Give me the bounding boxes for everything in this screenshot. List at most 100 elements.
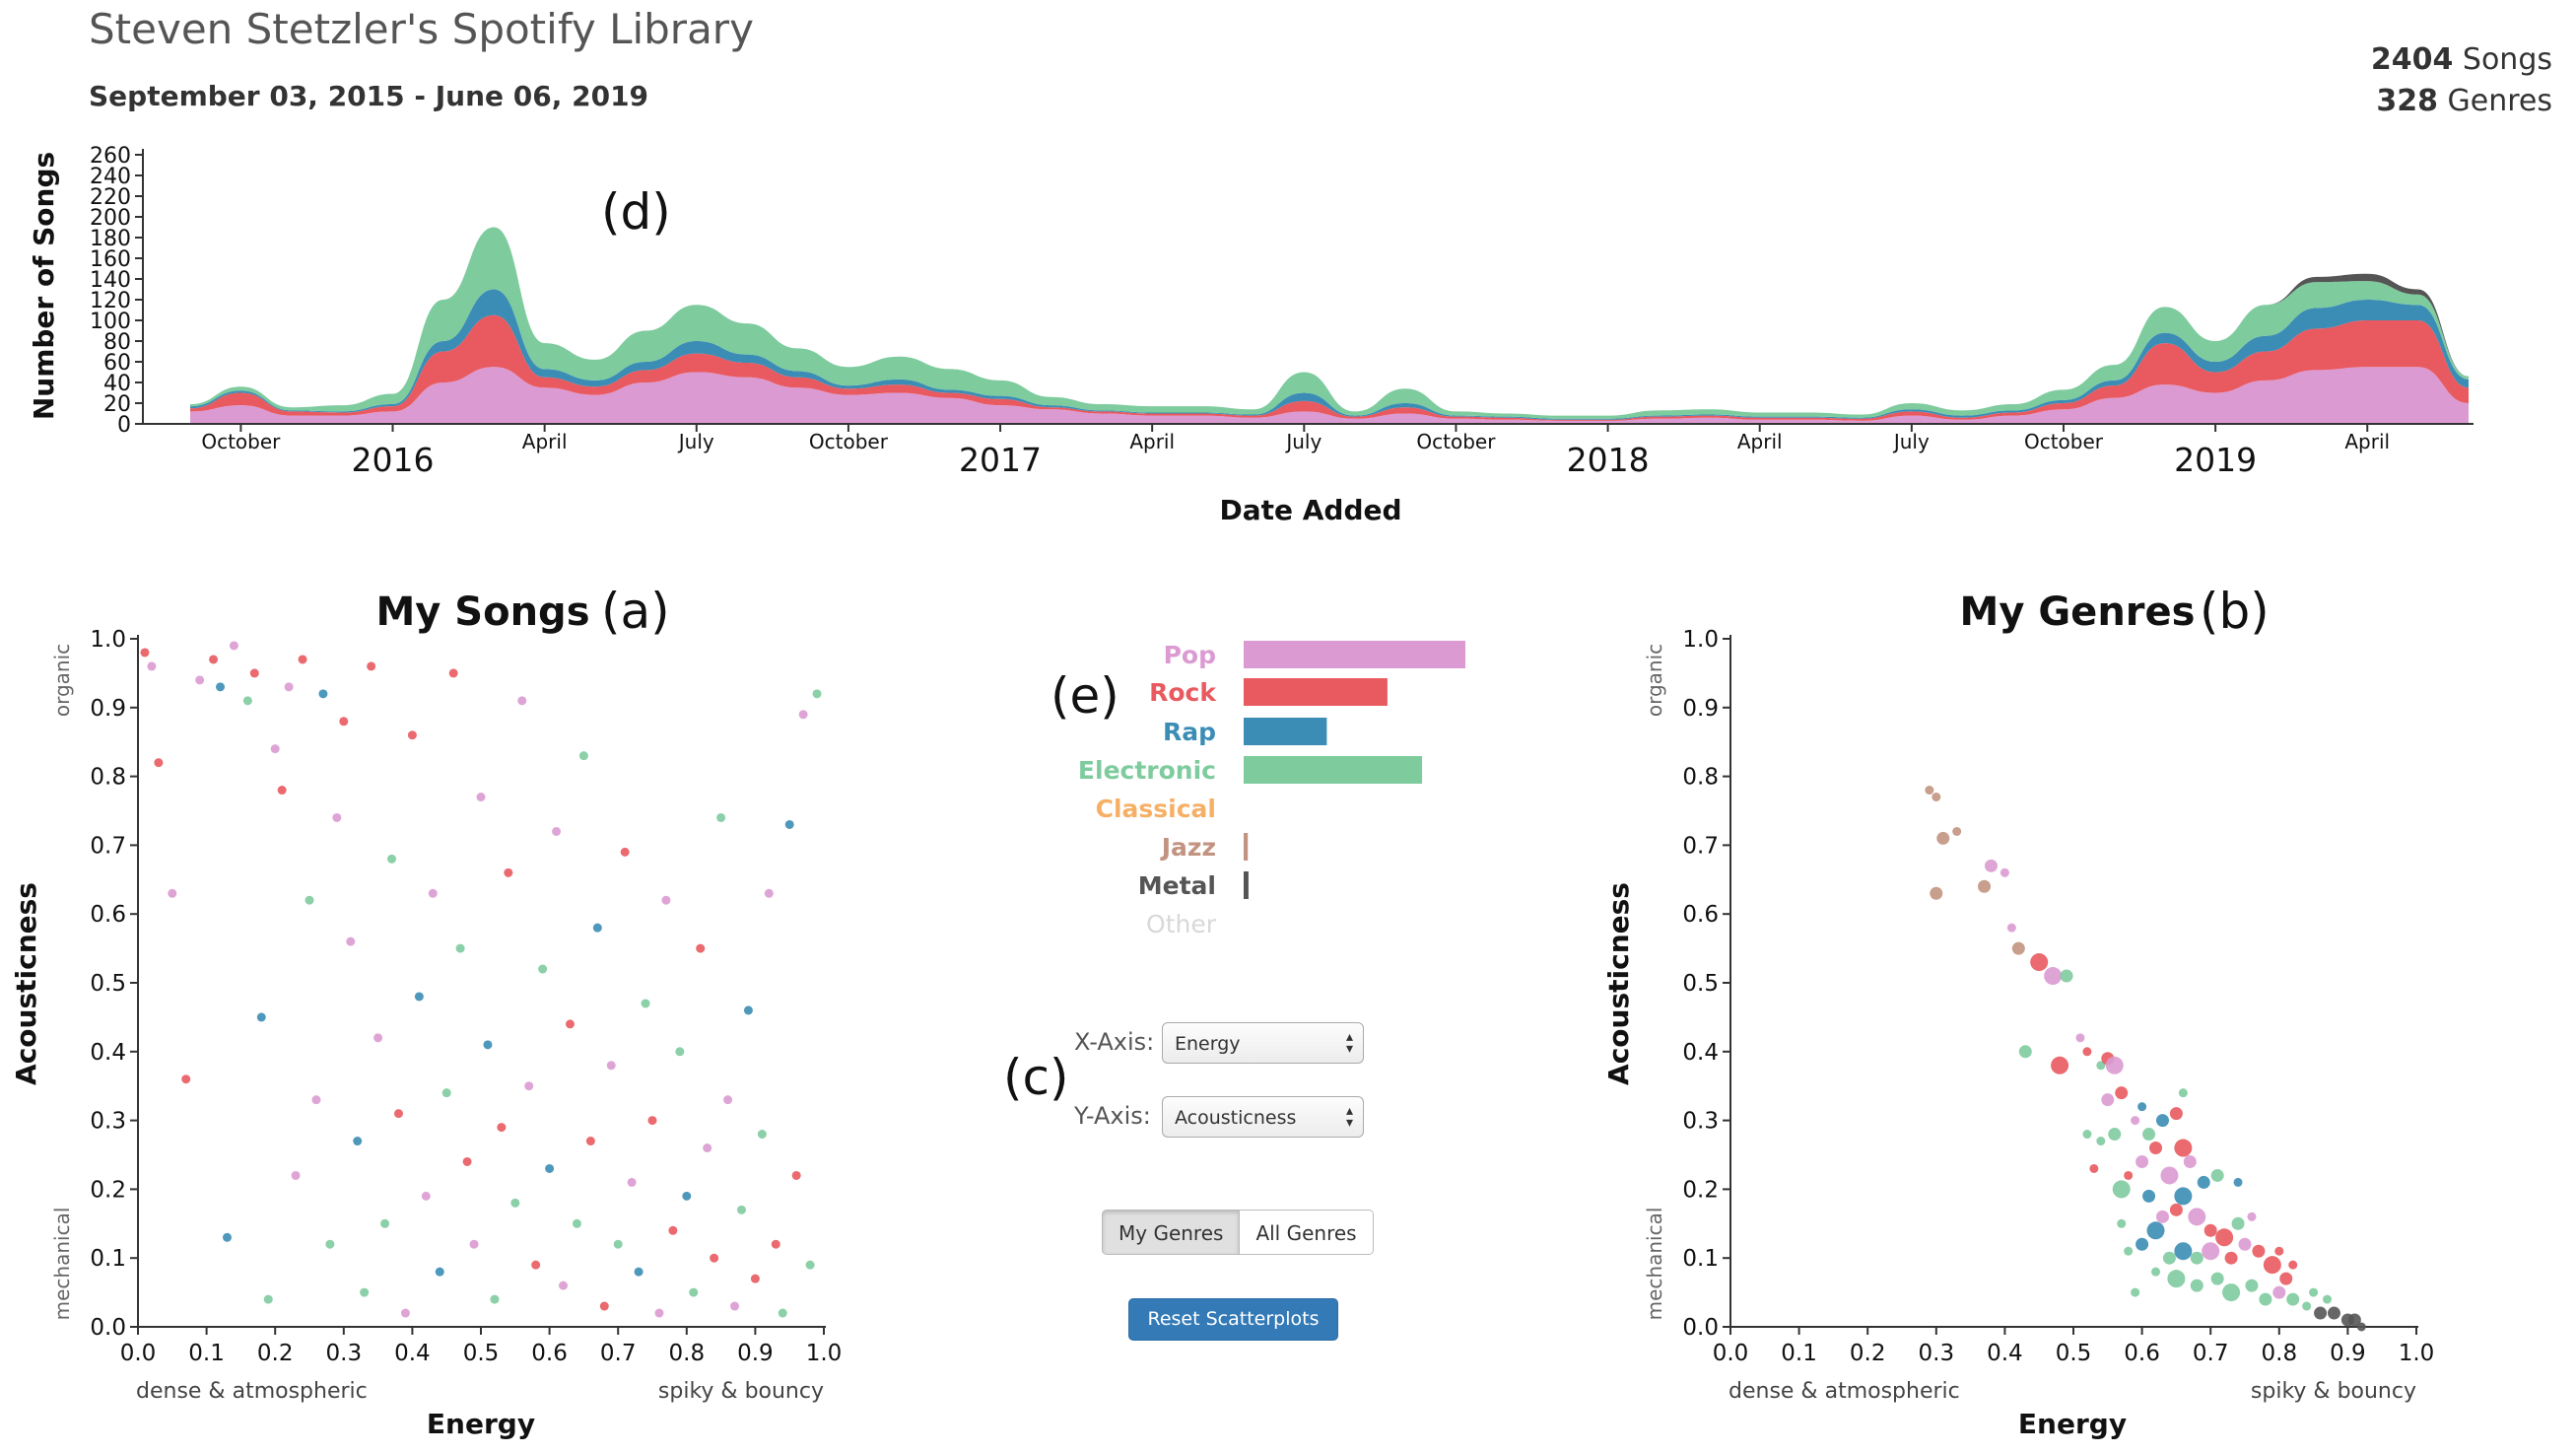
data-point <box>476 793 486 802</box>
my-genres-scatterplot[interactable]: My Genres Acousticness organic mechanica… <box>1602 589 2434 1440</box>
data-point <box>332 812 342 822</box>
data-point <box>2323 1294 2333 1304</box>
data-point <box>2169 1107 2183 1121</box>
data-point <box>668 1225 678 1235</box>
data-point <box>620 847 630 857</box>
data-point <box>318 689 328 699</box>
data-point <box>552 826 562 836</box>
timeline-y-tick-label: 220 <box>90 185 131 210</box>
data-point <box>2245 1279 2259 1292</box>
timeline-x-tick-label: July <box>677 430 714 453</box>
legend-label-classical: Classical <box>1096 795 1216 823</box>
data-point <box>1932 793 1941 802</box>
y-axis-select[interactable]: Acousticness ▴ ▾ <box>1162 1096 1364 1138</box>
data-point <box>2183 1154 2197 1168</box>
data-point <box>572 1218 581 1228</box>
data-point <box>703 1143 712 1153</box>
timeline-x-tick-label: 2016 <box>352 441 435 479</box>
x-tick-label: 0.3 <box>1919 1341 1955 1366</box>
my-genres-button[interactable]: My Genres <box>1102 1210 1241 1255</box>
my-genres-y-low-label: mechanical <box>1643 1208 1666 1321</box>
data-point <box>2146 1221 2165 1240</box>
genres-label: Genres <box>2448 84 2552 118</box>
x-tick-label: 0.8 <box>2262 1341 2298 1366</box>
data-point <box>764 888 774 898</box>
data-point <box>2202 1242 2220 1261</box>
my-songs-x-axis-label: Energy <box>427 1408 535 1440</box>
data-point <box>531 1260 541 1270</box>
data-point <box>360 1287 370 1297</box>
data-point <box>367 661 376 671</box>
data-point <box>2096 1061 2106 1071</box>
my-songs-y-low-label: mechanical <box>50 1208 74 1321</box>
data-point <box>209 655 219 664</box>
my-songs-x-high-label: spiky & bouncy <box>658 1379 824 1404</box>
data-point <box>2188 1208 2206 1226</box>
my-genres-x-axis-label: Energy <box>2018 1408 2127 1440</box>
data-point <box>2018 1045 2032 1059</box>
data-point <box>2142 1128 2156 1142</box>
data-point <box>387 854 397 864</box>
data-point <box>154 758 164 768</box>
data-point <box>2327 1306 2340 1320</box>
data-point <box>2115 1086 2129 1100</box>
x-tick-label: 0.9 <box>2330 1341 2366 1366</box>
data-point <box>647 1116 657 1126</box>
data-point <box>373 1033 383 1043</box>
data-point <box>798 710 808 720</box>
my-songs-scatterplot[interactable]: My Songs Acousticness organic mechanical… <box>10 589 842 1440</box>
data-point <box>455 943 465 953</box>
x-tick-label: 0.5 <box>463 1341 500 1366</box>
data-point <box>2000 867 2009 877</box>
data-point <box>195 675 205 685</box>
timeline-x-tick-label: July <box>1284 430 1322 453</box>
data-point <box>2174 1242 2193 1261</box>
select-arrows-icon: ▴ ▾ <box>1345 1029 1353 1057</box>
data-point <box>524 1081 534 1091</box>
y-tick-label: 1.0 <box>1682 627 1719 653</box>
timeline-x-tick-label: April <box>1129 430 1175 453</box>
my-songs-axes: 0.0 0.1 0.2 0.3 0.4 0.5 0.6 0.7 0.8 0.9 1.0 0.0 0.1 0… <box>90 627 842 1366</box>
y-tick-label: 0.8 <box>90 765 126 791</box>
all-genres-button[interactable]: All Genres <box>1240 1210 1374 1255</box>
timeline-y-tick-label: 240 <box>90 165 131 189</box>
data-point <box>168 888 177 898</box>
annotation-a: (a) <box>601 583 670 640</box>
x-axis-select-value: Energy <box>1175 1033 1241 1055</box>
data-point <box>483 1040 493 1050</box>
data-point <box>627 1177 637 1187</box>
data-point <box>393 1109 403 1119</box>
y-tick-label: 0.0 <box>1682 1315 1719 1341</box>
data-point <box>2178 1088 2188 1098</box>
data-point <box>1978 879 1992 893</box>
data-point <box>222 1232 232 1242</box>
y-tick-label: 0.2 <box>90 1177 126 1203</box>
data-point <box>2105 1056 2124 1074</box>
data-point <box>2197 1175 2210 1189</box>
data-point <box>400 1308 410 1318</box>
data-point <box>2044 967 2063 986</box>
genre-legend-bar-chart[interactable]: Pop Rock Rap Electronic Classical Jazz Metal Ot… <box>1078 641 1465 938</box>
timeline-x-tick-label: April <box>2344 430 2390 453</box>
data-point <box>2117 1218 2127 1228</box>
timeline-y-tick-label: 180 <box>90 227 131 251</box>
data-point <box>689 1287 699 1297</box>
songs-count: 2404 <box>2371 42 2454 77</box>
reset-scatterplots-button[interactable]: Reset Scatterplots <box>1128 1298 1338 1341</box>
annotation-d: (d) <box>601 183 671 241</box>
my-songs-y-axis-label: Acousticness <box>10 882 42 1085</box>
legend-label-pop: Pop <box>1164 641 1216 669</box>
data-point <box>2075 1033 2085 1043</box>
timeline-x-tick-label: 2018 <box>1567 441 1650 479</box>
data-point <box>2124 1246 2134 1256</box>
data-point <box>435 1267 444 1277</box>
data-point <box>2011 941 2025 955</box>
data-point <box>140 648 150 658</box>
x-axis-select[interactable]: Energy ▴ ▾ <box>1162 1022 1364 1064</box>
y-tick-label: 1.0 <box>90 627 126 653</box>
data-point <box>710 1253 719 1263</box>
x-tick-label: 0.8 <box>669 1341 706 1366</box>
y-tick-label: 0.4 <box>90 1040 126 1066</box>
my-genres-y-axis-label: Acousticness <box>1602 882 1635 1085</box>
